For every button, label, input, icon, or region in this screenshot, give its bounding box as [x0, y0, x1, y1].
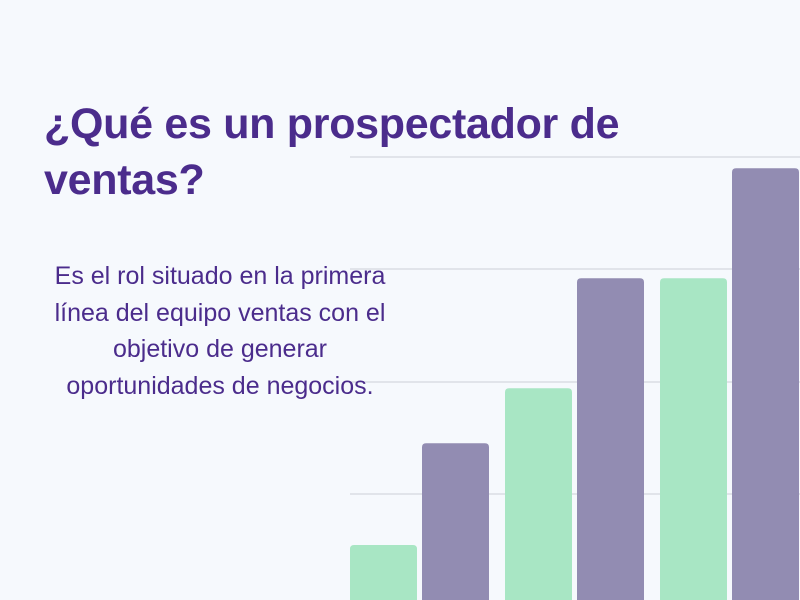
chart-bar	[505, 388, 572, 600]
chart-bar	[577, 278, 644, 600]
chart-bar	[660, 278, 727, 600]
chart-bars	[350, 168, 799, 600]
chart-bar	[422, 443, 489, 600]
slide-title: ¿Qué es un prospectador de ventas?	[44, 100, 620, 204]
slide-body-text: Es el rol situado en la primera línea de…	[54, 262, 386, 400]
chart-bar	[732, 168, 799, 600]
chart-bar	[350, 545, 417, 600]
